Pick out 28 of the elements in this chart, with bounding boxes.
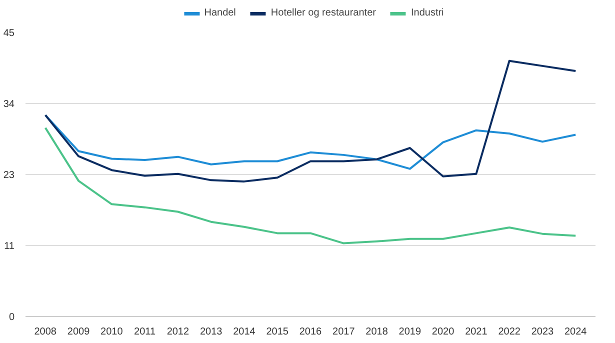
y-tick-label: 0 (8, 312, 15, 323)
x-tick-label: 2009 (67, 326, 90, 338)
x-tick-label: 2013 (200, 326, 223, 338)
y-tick-label: 11 (4, 241, 15, 252)
line-series (44, 114, 577, 170)
y-tick-label: 23 (3, 170, 15, 181)
x-tick-label: 2017 (332, 326, 356, 338)
x-tick-label: 2008 (34, 326, 57, 338)
line-series (44, 60, 577, 182)
x-tick-label: 2022 (498, 326, 521, 338)
line-series (44, 126, 577, 244)
legend-label: Handel (204, 8, 236, 18)
legend-label: Industri (410, 8, 444, 18)
x-tick-label: 2015 (266, 326, 289, 338)
x-tick-label: 2021 (465, 326, 488, 338)
legend-label: Hoteller og restauranter (270, 8, 376, 18)
x-tick-label: 2014 (233, 326, 256, 338)
x-tick-label: 2020 (432, 326, 455, 338)
x-tick-label: 2023 (531, 326, 554, 338)
x-tick-label: 2011 (134, 326, 156, 338)
y-tick-label: 34 (3, 99, 15, 110)
x-tick-label: 2012 (166, 326, 190, 338)
x-tick-label: 2018 (366, 326, 388, 338)
x-tick-label: 2019 (398, 326, 422, 338)
y-tick-label: 45 (3, 28, 15, 39)
x-tick-label: 2016 (299, 326, 322, 338)
x-tick-label: 2010 (100, 326, 124, 338)
x-tick-label: 2024 (564, 326, 588, 338)
